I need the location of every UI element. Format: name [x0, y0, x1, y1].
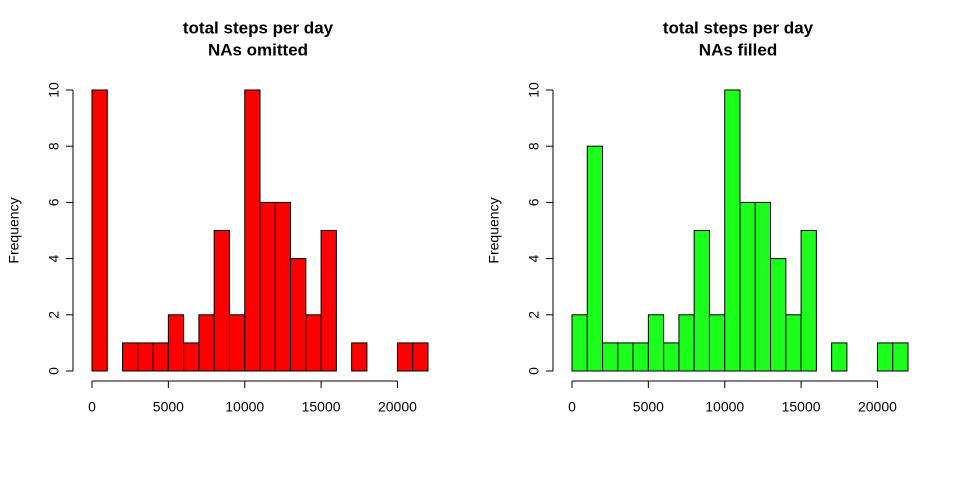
bar: [137, 342, 154, 372]
x-tick-label: 0: [88, 399, 96, 415]
y-tick-label: 0: [526, 367, 542, 375]
bar: [785, 314, 802, 372]
x-tick-label: 15000: [782, 399, 821, 415]
bar: [754, 201, 772, 372]
chart-title: total steps per day: [663, 18, 814, 37]
bar: [91, 89, 108, 372]
y-tick-label: 8: [46, 142, 62, 150]
chart-title: NAs omitted: [208, 40, 308, 59]
bar: [228, 314, 246, 372]
y-tick-label: 10: [526, 82, 542, 98]
y-axis-label: Frequency: [6, 197, 22, 263]
bar: [647, 314, 665, 372]
bar: [305, 314, 322, 372]
bar: [167, 314, 185, 372]
y-tick-label: 2: [526, 311, 542, 319]
y-tick-label: 8: [526, 142, 542, 150]
x-tick-label: 5000: [153, 399, 184, 415]
x-tick-label: 0: [568, 399, 576, 415]
chart-title: NAs filled: [699, 40, 777, 59]
y-tick-label: 4: [526, 254, 542, 262]
bar: [800, 230, 817, 372]
y-tick-label: 2: [46, 311, 62, 319]
bar: [198, 314, 215, 372]
bar: [602, 342, 619, 372]
bar: [708, 314, 726, 372]
x-tick-label: 10000: [705, 399, 744, 415]
bar: [571, 314, 588, 372]
bar: [632, 342, 649, 372]
y-tick-label: 0: [46, 367, 62, 375]
bar: [213, 230, 230, 372]
bar: [770, 258, 787, 372]
y-tick-label: 10: [46, 82, 62, 98]
bar: [122, 342, 139, 372]
y-tick-label: 6: [526, 198, 542, 206]
bar: [739, 201, 756, 372]
y-axis-label: Frequency: [486, 197, 502, 263]
bar: [892, 342, 909, 372]
bar: [678, 314, 695, 372]
bar: [617, 342, 634, 372]
bar: [412, 342, 429, 372]
bar: [183, 342, 200, 372]
x-tick-label: 20000: [858, 399, 897, 415]
x-tick-label: 15000: [302, 399, 341, 415]
bar: [259, 201, 276, 372]
x-tick-label: 20000: [378, 399, 417, 415]
x-tick-label: 5000: [633, 399, 664, 415]
chart-title: total steps per day: [183, 18, 334, 37]
bar: [274, 201, 292, 372]
y-tick-label: 6: [46, 198, 62, 206]
x-tick-label: 10000: [225, 399, 264, 415]
bar: [831, 342, 848, 372]
y-tick-label: 4: [46, 254, 62, 262]
bar: [396, 342, 414, 372]
bar: [152, 342, 169, 372]
bar: [586, 145, 604, 372]
bar: [876, 342, 894, 372]
bar: [351, 342, 368, 372]
bar: [290, 258, 307, 372]
bar: [724, 89, 741, 372]
bar: [663, 342, 680, 372]
bar: [693, 230, 710, 372]
bar: [320, 230, 337, 372]
bar: [244, 89, 261, 372]
